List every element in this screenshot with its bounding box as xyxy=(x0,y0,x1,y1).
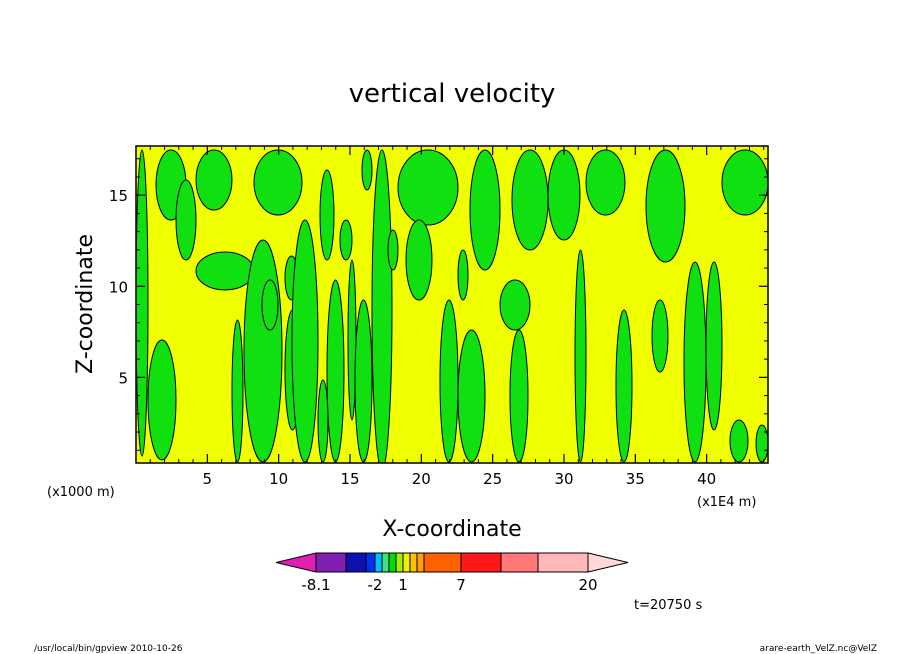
colorbar-segment xyxy=(365,552,376,573)
colorbar-segment xyxy=(423,552,462,573)
colorbar-segment xyxy=(345,552,367,573)
colorbar-segment xyxy=(500,552,539,573)
colorbar-tick-label: 1 xyxy=(398,576,408,594)
colorbar-tick-label: -2 xyxy=(368,576,383,594)
colorbar-upper-extension xyxy=(587,552,629,573)
chart-title: vertical velocity xyxy=(349,79,556,109)
negative-region xyxy=(509,329,529,463)
negative-region xyxy=(317,379,329,463)
x-axis-label: X-coordinate xyxy=(382,517,521,542)
negative-region xyxy=(457,249,469,301)
x-tick-label: 10 xyxy=(269,470,288,488)
colorbar-segment xyxy=(409,552,418,573)
colorbar: -8.1 -2 1 7 20 xyxy=(275,552,629,594)
colorbar-segment xyxy=(402,552,411,573)
colorbar-lower-extension xyxy=(275,552,317,573)
negative-region xyxy=(326,279,345,463)
x-axis: 5 10 15 20 25 30 35 40 xyxy=(149,146,765,488)
negative-region xyxy=(147,339,177,461)
negative-region xyxy=(319,169,335,261)
negative-region xyxy=(729,419,749,463)
negative-region xyxy=(457,329,486,463)
negative-region xyxy=(231,319,244,463)
footer-left: /usr/local/bin/gpview 2010-10-26 xyxy=(34,644,183,654)
colorbar-segment xyxy=(374,552,383,573)
colorbar-segment xyxy=(315,552,347,573)
x-unit-label-left: (x1000 m) xyxy=(47,485,115,500)
negative-region xyxy=(547,149,581,241)
y-tick-label: 10 xyxy=(109,278,128,296)
negative-region xyxy=(405,219,433,301)
x-tick-label: 25 xyxy=(483,470,502,488)
colorbar-segment xyxy=(460,552,502,573)
colorbar-tick-label: 7 xyxy=(456,576,466,594)
footer-right: arare-earth_VelZ.nc@VelZ xyxy=(760,644,877,654)
x-tick-label: 30 xyxy=(554,470,573,488)
negative-region xyxy=(387,229,399,271)
negative-region xyxy=(361,149,373,191)
x-unit-label-right: (x1E4 m) xyxy=(697,495,756,510)
negative-region xyxy=(253,149,303,216)
negative-region xyxy=(574,249,587,463)
time-label: t=20750 s xyxy=(634,598,702,613)
velocity-field xyxy=(136,149,768,463)
negative-region xyxy=(683,261,707,463)
y-tick-label: 5 xyxy=(118,369,128,387)
negative-region xyxy=(615,309,633,463)
negative-region xyxy=(721,149,768,216)
colorbar-segment xyxy=(537,552,589,573)
negative-region xyxy=(195,149,233,211)
negative-region xyxy=(354,299,373,463)
y-tick-label: 15 xyxy=(109,187,128,205)
negative-region xyxy=(645,149,686,263)
y-axis: 5 10 15 xyxy=(109,158,768,451)
x-tick-label: 40 xyxy=(697,470,716,488)
negative-region xyxy=(243,239,283,463)
colorbar-tick-label: 20 xyxy=(578,576,597,594)
negative-region xyxy=(195,251,255,291)
negative-region xyxy=(651,299,669,373)
colorbar-tick-label: -8.1 xyxy=(301,576,330,594)
colorbar-segment xyxy=(381,552,390,573)
negative-region xyxy=(755,424,768,463)
colorbar-segment xyxy=(388,552,397,573)
x-tick-label: 35 xyxy=(626,470,645,488)
colorbar-segment xyxy=(395,552,404,573)
negative-region xyxy=(511,149,549,251)
x-tick-label: 5 xyxy=(203,470,213,488)
y-axis-label: Z-coordinate xyxy=(73,234,98,374)
negative-region xyxy=(339,219,353,261)
x-tick-label: 20 xyxy=(412,470,431,488)
negative-region xyxy=(705,261,723,431)
negative-region xyxy=(499,279,531,331)
negative-region xyxy=(175,179,197,261)
colorbar-segment xyxy=(416,552,425,573)
x-tick-label: 15 xyxy=(340,470,359,488)
negative-region xyxy=(136,149,149,457)
negative-region xyxy=(261,279,279,331)
plot-area: 5 10 15 20 25 30 35 40 5 10 15 xyxy=(109,145,769,488)
negative-region xyxy=(439,299,459,463)
negative-region xyxy=(585,149,626,216)
negative-region xyxy=(397,149,459,226)
negative-region xyxy=(371,149,393,463)
negative-region xyxy=(291,219,319,463)
negative-region xyxy=(469,149,501,271)
